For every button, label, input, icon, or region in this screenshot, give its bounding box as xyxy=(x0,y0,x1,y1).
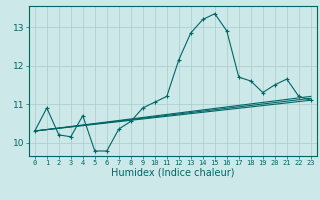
X-axis label: Humidex (Indice chaleur): Humidex (Indice chaleur) xyxy=(111,168,235,178)
